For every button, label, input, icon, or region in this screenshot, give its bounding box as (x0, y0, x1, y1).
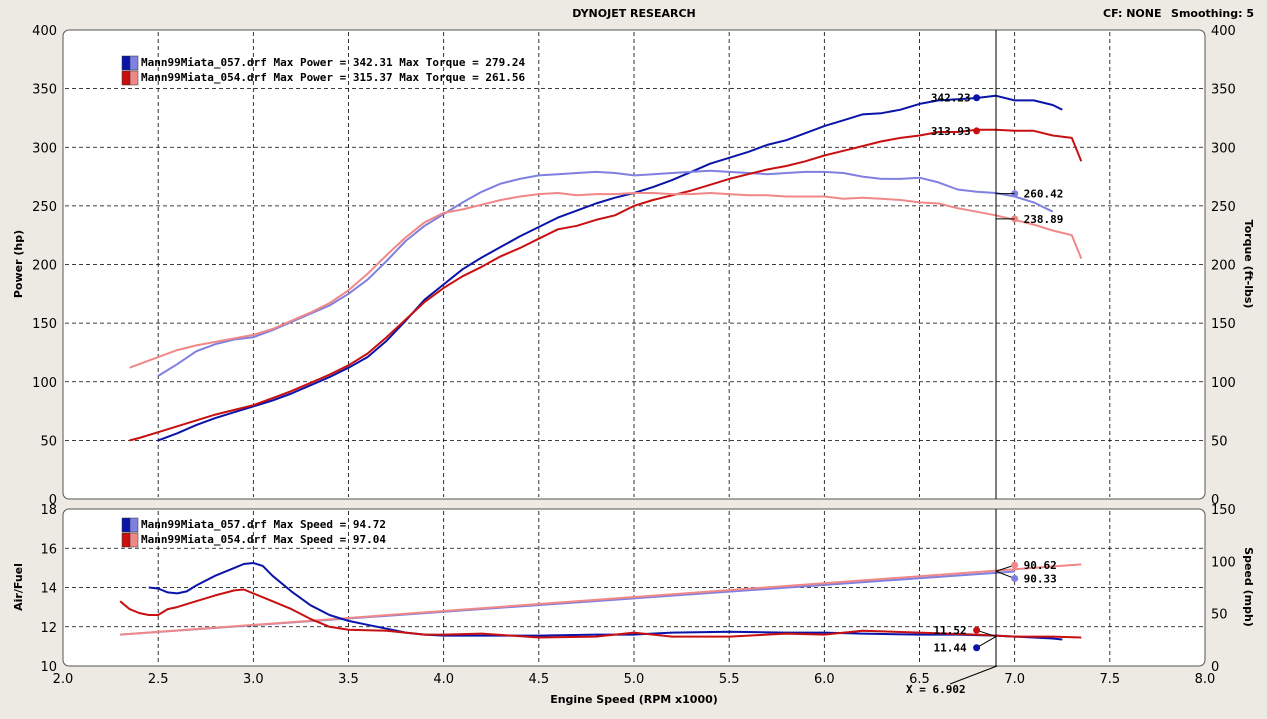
speed-tick-label: 150 (1211, 503, 1236, 518)
torque-tick-label: 250 (1211, 200, 1236, 215)
legend-speed-entry-054: Mann99Miata_054.drf Max Speed = 97.04 (141, 533, 386, 546)
smoothing-label: Smoothing: 5 (1171, 7, 1254, 20)
legend-swatch-057-afr (121, 517, 131, 533)
speed-tick-label: 0 (1211, 660, 1219, 675)
torque-tick-label: 100 (1211, 376, 1236, 391)
power-tick-label: 0 (49, 493, 57, 508)
series-line-power (157, 94, 1063, 442)
speed-tick-label: 100 (1211, 555, 1236, 570)
chart-title: DYNOJET RESEARCH (572, 7, 695, 20)
torque-axis-ticks: 400 350 300 250 200 150 100 50 0 (1211, 24, 1236, 508)
torque-tick-label: 350 (1211, 83, 1236, 98)
torque-tick-label: 300 (1211, 141, 1236, 156)
rpm-tick-label: 5.0 (624, 672, 645, 687)
airfuel-axis-ticks: 18 16 14 12 10 (40, 503, 57, 675)
airfuel-speed-lines (119, 562, 1082, 641)
rpm-tick-label: 5.5 (719, 672, 740, 687)
cursor-readout: X = 6.902 (906, 683, 966, 696)
power-tick-label: 50 (40, 434, 57, 449)
legend-swatch-057-power (121, 55, 131, 71)
rpm-tick-label: 6.5 (909, 672, 930, 687)
legend-speed-entry-057: Mann99Miata_057.drf Max Speed = 94.72 (141, 518, 386, 531)
legend-swatch-057-speed (129, 517, 139, 533)
airfuel-tick-label: 14 (40, 582, 57, 597)
power-tick-label: 100 (32, 376, 57, 391)
value-marker-dot (973, 626, 981, 634)
rpm-tick-label: 3.5 (338, 672, 359, 687)
legend-swatch-054-speed (129, 532, 139, 548)
power-torque-grid (65, 32, 1203, 497)
power-tick-label: 400 (32, 24, 57, 39)
power-axis-ticks: 400 350 300 250 200 150 100 50 0 (32, 24, 57, 508)
airfuel-speed-grid (65, 511, 1203, 664)
series-line-torque (129, 192, 1083, 369)
legend-swatch-054-torque (129, 70, 139, 86)
series-line-speed (120, 563, 1082, 636)
torque-tick-label: 400 (1211, 24, 1236, 39)
series-line-air-fuel (119, 588, 1082, 639)
torque-tick-label: 200 (1211, 259, 1236, 274)
rpm-tick-label: 8.0 (1195, 672, 1216, 687)
value-marker-dot (973, 644, 981, 652)
torque-tick-label: 0 (1211, 493, 1219, 508)
cursor-readout-leader (949, 665, 998, 685)
speed-axis-label: Speed (mph) (1242, 547, 1255, 627)
value-marker-dot (973, 94, 981, 102)
torque-tick-label: 50 (1211, 434, 1228, 449)
power-tick-label: 200 (32, 259, 57, 274)
legend-entry-057: Mann99Miata_057.drf Max Power = 342.31 M… (141, 56, 525, 69)
power-torque-markers: 342.23 313.93 260.42 238.89 (931, 92, 1064, 226)
power-tick-label: 300 (32, 141, 57, 156)
torque-tick-label: 150 (1211, 317, 1236, 332)
value-marker-dot (1011, 561, 1019, 569)
rpm-tick-label: 2.0 (53, 672, 74, 687)
rpm-axis-ticks: 2.0 2.5 3.0 3.5 4.0 4.5 5.0 5.5 6.0 6.5 7.0 7.5 8.0 (53, 672, 1216, 687)
power-tick-label: 150 (32, 317, 57, 332)
rpm-tick-label: 3.0 (243, 672, 264, 687)
airfuel-speed-legend: Mann99Miata_057.drf Max Speed = 94.72 Ma… (121, 517, 386, 548)
rpm-tick-label: 2.5 (148, 672, 169, 687)
rpm-tick-label: 4.0 (433, 672, 454, 687)
rpm-tick-label: 4.5 (528, 672, 549, 687)
value-marker-label: 90.62 (1024, 559, 1057, 572)
value-marker-label: 260.42 (1024, 188, 1064, 201)
correction-factor-label: CF: NONE (1103, 7, 1162, 20)
series-line-torque (157, 169, 1054, 377)
legend-entry-054: Mann99Miata_054.drf Max Power = 315.37 M… (141, 71, 525, 84)
value-marker-dot (973, 127, 981, 135)
value-marker-label: 313.93 (931, 125, 971, 138)
speed-axis-ticks: 150 100 50 0 (1211, 503, 1236, 675)
power-axis-label: Power (hp) (12, 230, 25, 298)
power-torque-legend: Mann99Miata_057.drf Max Power = 342.31 M… (121, 55, 525, 86)
rpm-tick-label: 7.0 (1004, 672, 1025, 687)
power-tick-label: 250 (32, 200, 57, 215)
value-marker-dot (1011, 574, 1019, 582)
value-marker-label: 11.44 (933, 642, 966, 655)
rpm-tick-label: 6.0 (814, 672, 835, 687)
value-marker-label: 238.89 (1024, 213, 1064, 226)
airfuel-tick-label: 18 (40, 503, 57, 518)
legend-swatch-054-afr (121, 532, 131, 548)
value-marker-label: 90.33 (1024, 572, 1057, 585)
legend-swatch-057-torque (129, 55, 139, 71)
speed-tick-label: 50 (1211, 608, 1228, 623)
value-marker-leader (976, 636, 997, 649)
airfuel-tick-label: 12 (40, 621, 57, 636)
airfuel-tick-label: 16 (40, 542, 57, 557)
rpm-tick-label: 7.5 (1099, 672, 1120, 687)
rpm-axis-label: Engine Speed (RPM x1000) (550, 693, 718, 706)
airfuel-tick-label: 10 (40, 660, 57, 675)
airfuel-axis-label: Air/Fuel (12, 563, 25, 611)
power-tick-label: 350 (32, 83, 57, 98)
value-marker-label: 11.52 (933, 624, 966, 637)
value-marker-label: 342.23 (931, 92, 971, 105)
legend-swatch-054-power (121, 70, 131, 86)
series-line-power (129, 128, 1083, 442)
power-torque-lines (129, 94, 1083, 442)
torque-axis-label: Torque (ft-lbs) (1242, 220, 1255, 309)
